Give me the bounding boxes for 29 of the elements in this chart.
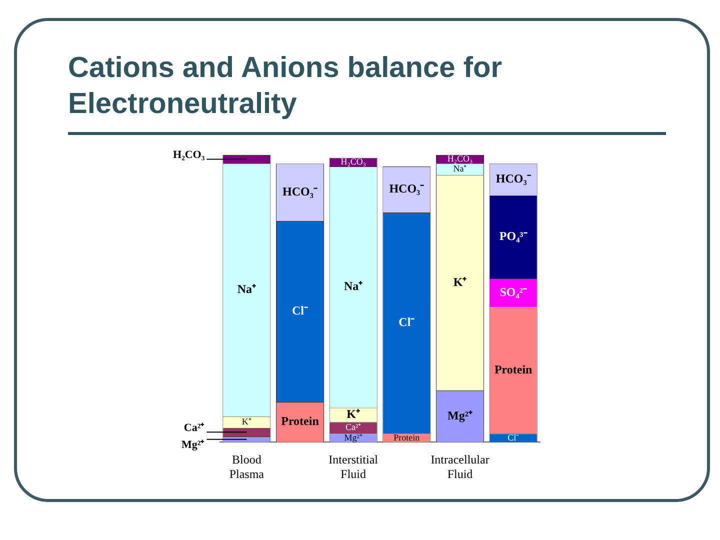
series-label: Protein xyxy=(394,432,420,442)
text: Mg²⁺ xyxy=(181,439,205,452)
text: Na⁺ xyxy=(344,279,363,294)
series-label: K⁺ xyxy=(242,416,252,426)
text: K⁺ xyxy=(453,274,467,289)
x-tick-label: Interstitial Fluid xyxy=(328,452,379,481)
series-label: Ca²⁺ xyxy=(345,422,362,432)
text: HCO₃⁻ xyxy=(389,182,424,196)
series-label: SO₄²⁻ xyxy=(500,284,527,299)
text: HCO₃⁻ xyxy=(496,172,531,186)
text: Protein xyxy=(494,362,532,376)
series-label: HCO₃⁻ xyxy=(282,184,318,198)
text: Cl⁻ xyxy=(398,315,415,330)
series-label: PO₄³⁻ xyxy=(499,228,528,243)
series-label: Cl⁻ xyxy=(292,304,308,318)
text: Mg²⁺ xyxy=(448,408,472,422)
text: K⁺ xyxy=(346,407,360,422)
text: Protein xyxy=(281,414,319,428)
series-label: Cl⁻ xyxy=(508,432,520,442)
series-label: Na⁺ xyxy=(453,164,467,174)
text: Na⁺ xyxy=(237,282,256,296)
series-label: H₂CO₃ xyxy=(340,156,366,167)
text: Ca²⁺ xyxy=(184,422,205,434)
series-label: Mg²⁺ xyxy=(344,432,362,442)
x-tick-label: Intracellular Fluid xyxy=(430,452,490,481)
text: H₂CO₃ xyxy=(173,149,205,162)
text: H₂CO₃ xyxy=(447,154,473,164)
x-tick-label: Blood Plasma xyxy=(229,452,265,481)
chart-title: Cations and Anions balance for Electroneutrality xyxy=(68,51,503,122)
